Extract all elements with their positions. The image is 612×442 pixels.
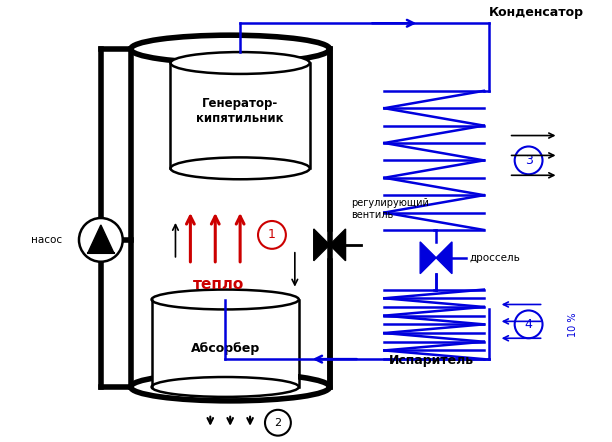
Circle shape: [265, 410, 291, 436]
Bar: [152, 301, 298, 387]
Bar: [133, 49, 327, 387]
Polygon shape: [330, 229, 346, 261]
Bar: [171, 64, 309, 168]
Text: дроссель: дроссель: [470, 253, 521, 263]
Circle shape: [515, 310, 542, 338]
Circle shape: [515, 146, 542, 174]
Ellipse shape: [152, 290, 299, 309]
Ellipse shape: [152, 377, 299, 397]
Ellipse shape: [131, 373, 330, 401]
Text: Генератор-
кипятильник: Генератор- кипятильник: [196, 97, 284, 125]
Text: Конденсатор: Конденсатор: [489, 6, 584, 19]
Text: 4: 4: [524, 318, 532, 331]
Text: насос: насос: [31, 235, 62, 245]
Text: тепло: тепло: [193, 277, 244, 292]
Ellipse shape: [171, 157, 310, 179]
Text: 1: 1: [268, 229, 276, 241]
Polygon shape: [314, 229, 330, 261]
Text: регулирующий
вентиль: регулирующий вентиль: [351, 198, 430, 220]
Text: Испаритель: Испаритель: [389, 354, 474, 367]
Text: Абсорбер: Абсорбер: [190, 342, 260, 354]
Ellipse shape: [171, 52, 310, 74]
Text: 2: 2: [274, 418, 282, 428]
Polygon shape: [88, 225, 114, 253]
Circle shape: [258, 221, 286, 249]
Text: 10 %: 10 %: [569, 312, 578, 337]
Text: 3: 3: [524, 154, 532, 167]
Polygon shape: [436, 242, 452, 274]
Ellipse shape: [131, 35, 330, 63]
Polygon shape: [420, 242, 436, 274]
Circle shape: [79, 218, 123, 262]
